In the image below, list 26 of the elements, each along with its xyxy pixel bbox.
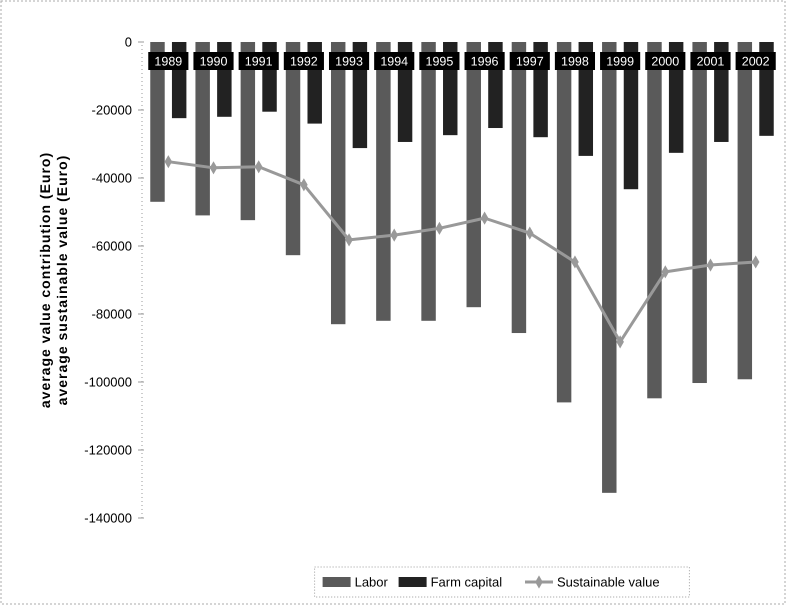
x-tick-label: 2001 xyxy=(696,54,724,68)
y-tick-label: 0 xyxy=(124,34,132,50)
x-tick-label: 1996 xyxy=(470,54,499,68)
x-tick-label: 1998 xyxy=(561,54,589,68)
x-tick-label: 1989 xyxy=(154,54,182,68)
x-tick-label: 2000 xyxy=(651,54,680,68)
y-tick-label: -80000 xyxy=(92,306,132,322)
x-tick-label: 1990 xyxy=(200,54,228,68)
x-tick-label: 1991 xyxy=(244,54,273,68)
y-axis-title: average value contribution (Euro) average sustainable value (Euro) xyxy=(37,152,70,408)
y-tick-label: -140000 xyxy=(84,510,132,526)
x-tick-label: 1997 xyxy=(516,54,544,68)
legend-label: Farm capital xyxy=(430,574,502,590)
y-tick-label: -60000 xyxy=(92,238,132,254)
y-tick-label: -120000 xyxy=(84,442,132,458)
y-tick-label: -100000 xyxy=(84,374,132,390)
y-tick-label: -40000 xyxy=(92,170,132,186)
x-tick-label: 1992 xyxy=(290,54,318,68)
x-tick-label: 1995 xyxy=(426,54,454,68)
y-tick-label: -20000 xyxy=(92,102,132,118)
x-tick-label: 2002 xyxy=(742,54,770,68)
legend-label: Sustainable value xyxy=(557,574,660,590)
x-tick-label: 1993 xyxy=(335,54,363,68)
legend-label: Labor xyxy=(354,574,389,590)
x-tick-label: 1994 xyxy=(380,54,408,68)
x-tick-label: 1999 xyxy=(606,54,634,68)
